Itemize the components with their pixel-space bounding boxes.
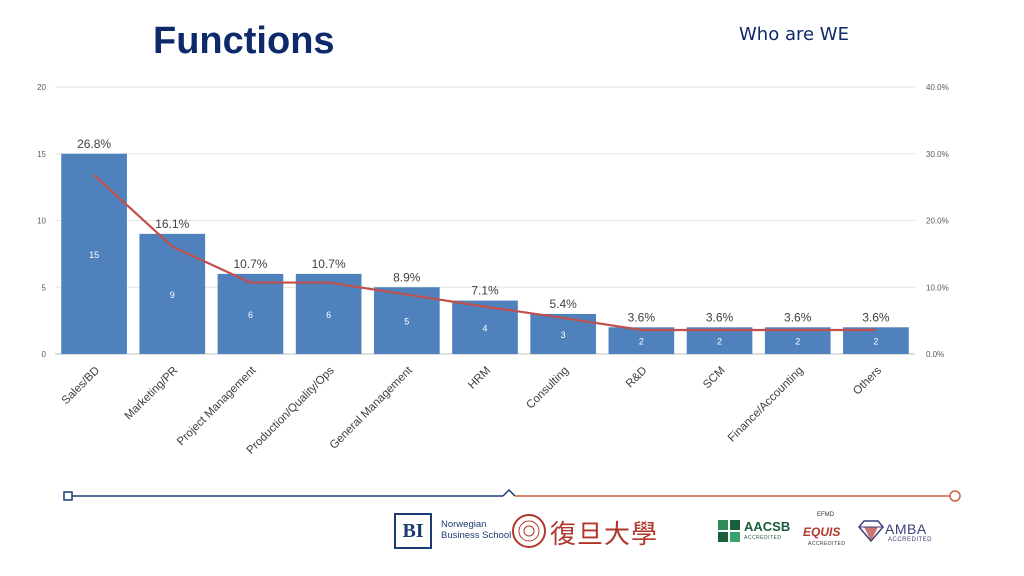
- bar-value-label: 5: [404, 317, 409, 327]
- bar-value-label: 15: [89, 250, 99, 260]
- aacsb-icon: [718, 520, 740, 542]
- bi-name-line-1: Norwegian: [441, 519, 487, 530]
- fudan-seal-icon: [512, 514, 546, 548]
- bar: [608, 327, 675, 354]
- bi-logo: BI: [394, 513, 432, 549]
- timeline-start-marker: [63, 491, 73, 501]
- percentage-line: [93, 174, 876, 332]
- percent-label: 10.7%: [312, 257, 346, 271]
- bar: [139, 233, 206, 354]
- y-left-tick-label: 10: [37, 217, 46, 226]
- y-left-tick-label: 0: [42, 350, 47, 359]
- equis-logo-text: EQUIS: [803, 525, 841, 539]
- percent-label: 3.6%: [862, 310, 890, 324]
- amba-accredited-text: ACCREDITED: [888, 537, 933, 543]
- bar-value-label: 2: [717, 337, 722, 347]
- bar: [61, 153, 127, 354]
- amba-logo-text: AMBA: [885, 521, 927, 537]
- equis-accredited-text: ACCREDITED: [808, 541, 846, 547]
- aacsb-logo-text: AACSB: [744, 519, 791, 534]
- bar-value-label: 2: [873, 337, 878, 347]
- bar-value-label: 4: [482, 323, 487, 333]
- aacsb-accredited-text: ACCREDITED: [744, 535, 782, 541]
- percent-label: 3.6%: [784, 310, 812, 324]
- percent-label: 8.9%: [393, 270, 421, 284]
- y-left-tick-label: 5: [42, 283, 47, 292]
- bar-value-label: 3: [561, 330, 566, 340]
- section-subtitle: Who are WE: [739, 24, 849, 45]
- percent-label: 26.8%: [77, 137, 111, 151]
- bi-name-line-2: Business School: [441, 530, 512, 541]
- bar: [686, 327, 753, 354]
- timeline-end-marker: [949, 490, 961, 502]
- y-right-tick-label: 20.0%: [926, 217, 949, 226]
- amba-icon: [858, 520, 884, 543]
- bar-value-label: 2: [795, 337, 800, 347]
- y-right-tick-label: 10.0%: [926, 283, 949, 292]
- y-right-tick-label: 30.0%: [926, 150, 949, 159]
- percent-label: 7.1%: [471, 284, 499, 298]
- bi-logo-text: Norwegian Business School: [441, 519, 511, 541]
- percent-label: 3.6%: [628, 310, 656, 324]
- y-right-tick-label: 0.0%: [926, 350, 944, 359]
- functions-chart: 0 5 10 15 20 0.0% 10.0% 20.0% 30.0% 40.0% 15 9 6 6 5 4 3…: [37, 83, 949, 457]
- y-left-tick-label: 15: [37, 150, 46, 159]
- bar-value-label: 6: [326, 310, 331, 320]
- y-left-tick-label: 20: [37, 83, 46, 92]
- percent-label: 5.4%: [550, 297, 578, 311]
- efmd-text: EFMD: [817, 512, 834, 518]
- percent-label: 3.6%: [706, 310, 734, 324]
- page-title: Functions: [153, 20, 335, 62]
- fudan-logo-text: 復旦大學: [550, 520, 659, 550]
- percent-label: 10.7%: [233, 257, 267, 271]
- bar: [217, 273, 284, 354]
- y-right-tick-label: 40.0%: [926, 83, 949, 92]
- bar-value-label: 2: [639, 337, 644, 347]
- bar-value-label: 6: [248, 310, 253, 320]
- bar: [764, 327, 831, 354]
- bar: [843, 327, 909, 354]
- bar-value-label: 9: [170, 290, 175, 300]
- bar: [295, 273, 362, 354]
- percent-label: 16.1%: [155, 217, 189, 231]
- timeline-peak: [502, 488, 516, 497]
